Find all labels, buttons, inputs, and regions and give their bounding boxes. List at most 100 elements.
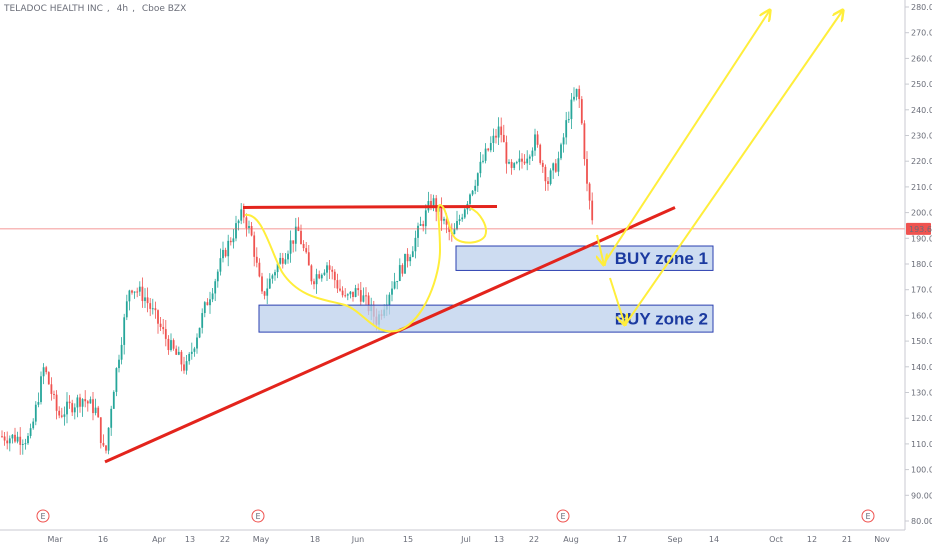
chart-title: TELADOC HEALTH INC, 4h, Cboe BZX: [4, 4, 187, 14]
candle-body: [591, 200, 594, 221]
candle-body: [323, 272, 326, 275]
candle-body: [328, 265, 331, 270]
candle-body: [536, 134, 539, 145]
candle-body: [518, 158, 521, 163]
candle-body: [84, 399, 87, 402]
cup-pattern-drawing[interactable]: [244, 203, 487, 333]
candle-body: [261, 276, 263, 292]
candle-body: [258, 262, 261, 277]
candle-body: [92, 399, 94, 414]
price-tick-label: 240.00: [911, 106, 932, 115]
drop-arrow-2[interactable]: [609, 277, 625, 325]
candle-body: [456, 221, 458, 230]
candle-body: [557, 158, 560, 172]
symbol-name: TELADOC HEALTH INC: [4, 4, 103, 14]
candle-body: [97, 407, 100, 418]
candle-body: [510, 161, 513, 168]
candle-body: [318, 274, 321, 279]
price-scale[interactable]: 80.00 90.00 100.00 110.00 120.00 130.00 140.00…: [904, 0, 932, 530]
candle-body: [326, 265, 328, 273]
candle-body: [435, 198, 438, 212]
candle-body: [141, 286, 144, 302]
candle-body: [149, 303, 152, 309]
candle-body: [430, 201, 432, 208]
candle-body: [359, 290, 362, 302]
time-tick-label: Mar: [47, 535, 63, 544]
current-price-tag: [906, 222, 931, 235]
candle-body: [562, 137, 565, 145]
candle-body: [71, 403, 74, 413]
candle-body: [560, 144, 562, 159]
candle-body: [331, 269, 334, 272]
candle-body: [245, 217, 248, 229]
candle-body: [531, 150, 534, 157]
candle-body: [229, 240, 232, 243]
candle-body: [401, 265, 404, 274]
candle-body: [105, 445, 107, 451]
buy-zone-1-label: BUY zone 1: [615, 249, 708, 268]
candle-body: [118, 359, 120, 369]
candle-body: [586, 159, 588, 184]
candle-body: [172, 340, 175, 349]
candle-body: [180, 351, 183, 365]
price-tick-label: 120.00: [911, 414, 932, 423]
time-tick-label: 12: [807, 535, 817, 544]
time-tick-label: Apr: [152, 535, 167, 544]
candle-body: [526, 158, 529, 164]
candle-body: [508, 161, 510, 164]
candle-body: [284, 259, 287, 264]
time-scale[interactable]: Mar 16 Apr 13 22 May 18 Jun 15 Jul 13 22 Aug 17 Sep 14 O…: [0, 529, 905, 544]
candle-body: [489, 143, 492, 151]
time-tick-label: 17: [617, 535, 627, 544]
buy-zone-2-box[interactable]: [258, 304, 714, 333]
candle-body: [263, 291, 266, 296]
candle-body: [513, 163, 516, 168]
earnings-marker[interactable]: [861, 509, 875, 523]
rally-arrow-1[interactable]: [604, 10, 770, 263]
candle-body: [552, 163, 555, 171]
candle-body: [250, 225, 253, 236]
candle-body: [242, 209, 245, 218]
candle-body: [47, 372, 50, 385]
price-tick-label: 110.00: [911, 440, 932, 449]
candle-body: [40, 376, 42, 403]
candle-body: [271, 275, 274, 279]
candle-body: [474, 185, 477, 191]
candle-body: [567, 119, 570, 121]
candle-body: [66, 401, 68, 415]
candle-body: [417, 225, 419, 238]
candle-body: [120, 344, 123, 360]
candle-body: [292, 240, 295, 244]
candle-body: [419, 224, 422, 226]
candle-body: [458, 219, 461, 222]
candle-body: [94, 407, 97, 414]
candle-body: [528, 156, 531, 159]
candle-body: [170, 340, 172, 351]
earnings-marker[interactable]: [251, 509, 265, 523]
time-tick-label: 21: [842, 535, 852, 544]
rally-arrow-2[interactable]: [624, 10, 843, 326]
price-tick-label: 210.00: [911, 183, 932, 192]
time-tick-label: 13: [494, 535, 504, 544]
candle-body: [167, 338, 170, 351]
resistance-line[interactable]: [242, 204, 498, 209]
candle-body: [203, 302, 206, 314]
ascending-trendline[interactable]: [104, 206, 676, 464]
candle-body: [279, 257, 282, 264]
earnings-marker[interactable]: [556, 509, 570, 523]
candle-body: [190, 351, 193, 354]
candle-body: [534, 134, 536, 151]
drop-arrow-1[interactable]: [597, 234, 604, 265]
candle-body: [193, 348, 196, 352]
earnings-marker[interactable]: [36, 509, 50, 523]
time-tick-label: 22: [529, 535, 539, 544]
candle-body: [185, 361, 188, 371]
time-tick-label: Nov: [874, 535, 890, 544]
candle-body: [565, 120, 568, 138]
time-tick-label: 14: [709, 535, 719, 544]
candle-body: [89, 399, 92, 404]
candle-body: [320, 274, 323, 279]
candle-body: [315, 274, 318, 285]
candle-body: [404, 253, 406, 274]
